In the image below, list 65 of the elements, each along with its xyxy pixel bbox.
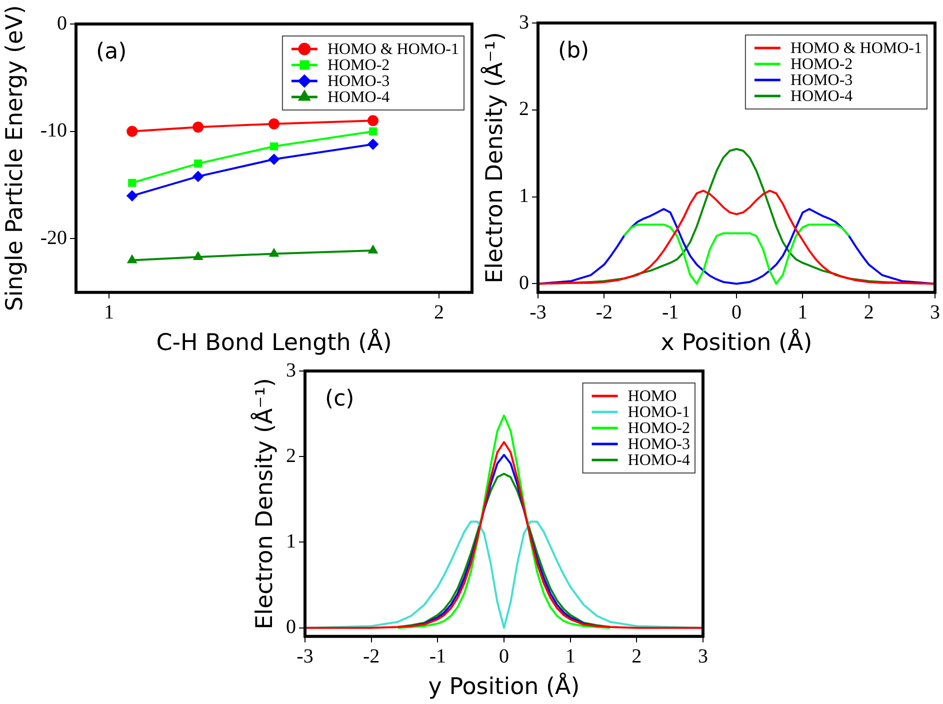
- x-tick-label: 0: [732, 302, 742, 324]
- point: [128, 178, 136, 187]
- legend-label: HOMO-3: [628, 436, 690, 454]
- x-axis-title: C-H Bond Length (Å): [156, 328, 392, 356]
- point: [368, 138, 378, 150]
- annotation: (b): [558, 38, 590, 64]
- x-tick-label: 2: [434, 302, 444, 324]
- legend-label: HOMO-2: [790, 56, 853, 74]
- x-tick-label: 2: [632, 646, 642, 668]
- annotation: (c): [325, 386, 354, 412]
- y-axis-title: Electron Density (Å⁻¹): [480, 32, 508, 284]
- y-tick-label: 2: [286, 444, 296, 467]
- point: [126, 126, 138, 137]
- y-tick-label: 3: [286, 359, 296, 382]
- legend-label: HOMO & HOMO-1: [327, 41, 460, 58]
- x-tick-label: -1: [662, 302, 679, 324]
- legend-label: HOMO-3: [790, 72, 853, 90]
- legend-label: HOMO & HOMO-1: [790, 40, 922, 58]
- legend-label: HOMO-2: [628, 420, 690, 438]
- y-tick-label: 1: [286, 530, 296, 552]
- x-tick-label: 3: [698, 646, 708, 668]
- point: [368, 127, 378, 136]
- x-tick-label: 1: [104, 302, 114, 324]
- legend-label: HOMO-4: [327, 89, 390, 106]
- y-tick-label: 3: [519, 11, 529, 34]
- point: [194, 160, 202, 168]
- y-tick-label: -10: [40, 120, 67, 142]
- point: [368, 115, 378, 126]
- legend-label: HOMO: [628, 388, 677, 406]
- y-tick-label: 0: [57, 12, 67, 34]
- y-axis-title: Electron Density (Å⁻¹): [250, 378, 278, 630]
- legend-label: HOMO-1: [628, 404, 690, 422]
- legend-label: HOMO-4: [628, 452, 690, 470]
- x-tick-label: -1: [429, 646, 446, 668]
- y-tick-label: 0: [286, 616, 296, 638]
- point: [192, 170, 204, 182]
- legend-label: HOMO-4: [790, 88, 853, 106]
- x-tick-label: -3: [530, 302, 546, 324]
- point: [268, 154, 280, 165]
- x-tick-label: 0: [499, 646, 509, 668]
- y-tick-label: -20: [40, 226, 67, 249]
- point: [127, 254, 137, 264]
- legend-label: HOMO-2: [327, 57, 390, 74]
- x-tick-label: 2: [864, 302, 874, 324]
- point: [126, 190, 138, 202]
- point: [268, 118, 280, 130]
- x-tick-label: 3: [930, 302, 940, 324]
- x-tick-label: 1: [798, 302, 808, 324]
- y-tick-label: 0: [519, 272, 529, 294]
- x-tick-label: -3: [296, 646, 314, 668]
- y-tick-label: 1: [519, 185, 529, 208]
- x-tick-label: -2: [362, 646, 380, 668]
- x-axis-title: x Position (Å): [660, 328, 812, 356]
- annotation: (a): [96, 40, 127, 65]
- legend-label: HOMO-3: [327, 73, 390, 90]
- x-axis-title: y Position (Å): [428, 672, 580, 700]
- point: [269, 248, 279, 257]
- point: [368, 245, 378, 254]
- y-tick-label: 2: [519, 98, 529, 120]
- x-tick-label: -2: [596, 302, 613, 324]
- point: [192, 122, 204, 133]
- point: [270, 142, 278, 150]
- point: [193, 251, 203, 260]
- x-tick-label: 1: [565, 646, 576, 668]
- y-axis-title: Single Particle Energy (eV): [2, 5, 28, 312]
